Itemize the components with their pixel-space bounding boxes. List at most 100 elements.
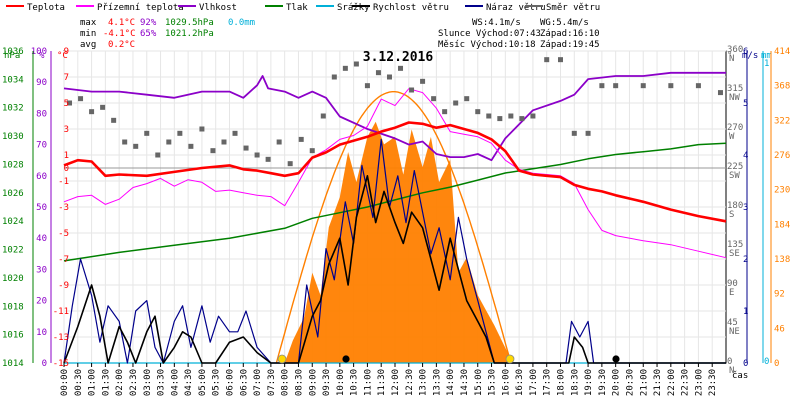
wind-direction-point (695, 83, 701, 89)
x-tick-label: 10:30 (350, 369, 360, 396)
stat-value: 65% (140, 29, 157, 39)
temp-tick: -15 (53, 359, 69, 369)
temp-tick: -7 (58, 255, 69, 265)
x-tick-label: 05:30 (212, 369, 222, 396)
stat-value: 1029.5hPa (165, 18, 214, 28)
deg-tick: 90 (727, 279, 738, 289)
wind-direction-point (544, 57, 550, 63)
wind-direction-point (210, 148, 216, 154)
deg-tick-compass: W (729, 132, 735, 142)
temp-tick: 7 (64, 73, 69, 83)
x-tick-label: 18:00 (557, 369, 567, 396)
wind-direction-point (89, 109, 95, 115)
x-tick-label: 07:00 (253, 369, 263, 396)
mm-tick: 1 (764, 59, 769, 69)
legend-label: Přízemní teplota (97, 3, 184, 13)
x-tick-label: 11:30 (377, 369, 387, 396)
x-axis-label: čas (732, 370, 748, 381)
wind-direction-point (398, 65, 404, 71)
x-tick-label: 21:00 (639, 369, 649, 396)
deg-tick: 0 (727, 357, 732, 367)
stat-value: 0.2°C (108, 40, 135, 50)
stat-value: -4.1°C (103, 29, 136, 39)
solar-tick: 0 (774, 359, 779, 369)
mm-tick: 0 (764, 357, 769, 367)
x-tick-label: 03:00 (143, 369, 153, 396)
legend-label: Směr větru (546, 3, 600, 13)
solar-tick: 322 (774, 116, 790, 126)
wind-direction-point (640, 83, 646, 89)
wind-gust-summary: WG:5.4m/s (540, 18, 589, 28)
axis-label-deg: ° (727, 51, 732, 61)
axes: hPa% °C1036103410321030102810261024102210… (2, 45, 790, 396)
wind-direction-point (497, 116, 503, 122)
pct-tick: 100 (31, 47, 47, 57)
wind-direction-point (442, 109, 448, 115)
wind-direction-point (188, 143, 194, 149)
pct-tick: 40 (36, 234, 47, 244)
x-tick-label: 13:30 (432, 369, 442, 396)
wind-direction-point (717, 90, 723, 96)
deg-tick-compass: SE (729, 249, 740, 259)
hpa-tick: 1020 (2, 274, 24, 284)
x-tick-label: 22:30 (681, 369, 691, 396)
wind-direction-point (342, 65, 348, 71)
wind-direction-point (67, 100, 73, 106)
wind-speed-line (63, 175, 726, 364)
hpa-tick: 1030 (2, 132, 24, 142)
wind-direction-point (431, 96, 437, 102)
x-tick-label: 06:00 (226, 369, 236, 396)
hpa-tick: 1034 (2, 75, 24, 85)
temp-tick: 5 (64, 99, 69, 109)
hpa-tick: 1032 (2, 104, 24, 114)
wind-direction-point (508, 113, 514, 119)
legend-label: Rychlost větru (373, 3, 449, 13)
wind-direction-point (320, 113, 326, 119)
wind-direction-point (613, 83, 619, 89)
deg-tick: 135 (727, 240, 743, 250)
deg-tick-compass: NE (729, 327, 740, 337)
temp-tick: -13 (53, 333, 69, 343)
wind-direction-point (177, 130, 183, 136)
ms-tick: 0 (743, 359, 748, 369)
wind-direction-point (287, 161, 293, 167)
sunset-marker (505, 354, 515, 364)
x-tick-label: 06:30 (239, 369, 249, 396)
solar-tick: 230 (774, 186, 790, 196)
x-tick-label: 05:00 (198, 369, 208, 396)
x-tick-label: 22:00 (667, 369, 677, 396)
wind-direction-point (364, 83, 370, 89)
temp-tick: 0 (64, 164, 69, 174)
wind-direction-point (375, 70, 381, 76)
ms-tick: 1 (743, 307, 748, 317)
wind-direction-point (571, 130, 577, 136)
moonrise-marker (342, 355, 350, 363)
x-tick-label: 01:00 (88, 369, 98, 396)
wind-direction-point (155, 152, 161, 158)
deg-tick: 45 (727, 318, 738, 328)
solar-tick: 276 (774, 151, 790, 161)
solar-tick: 46 (774, 324, 785, 334)
wind-direction-point (232, 130, 238, 136)
temp-tick: 9 (64, 47, 69, 57)
hpa-tick: 1022 (2, 246, 24, 256)
deg-tick: 225 (727, 162, 743, 172)
ms-tick: 3 (743, 203, 748, 213)
hpa-tick: 1018 (2, 302, 24, 312)
x-tick-label: 21:30 (653, 369, 663, 396)
x-tick-label: 08:00 (281, 369, 291, 396)
axis-label-mm: mm (761, 51, 772, 61)
stat-value: max (80, 18, 97, 28)
deg-tick-compass: N (729, 54, 734, 64)
deg-tick-compass: NW (729, 93, 740, 103)
wind-direction-point (530, 113, 536, 119)
hpa-tick: 1028 (2, 160, 24, 170)
wind-direction-point (599, 83, 605, 89)
legend-label: Tlak (286, 3, 308, 13)
stat-value: 4.1°C (108, 18, 135, 28)
temp-tick: -5 (58, 229, 69, 239)
solar-tick: 414 (774, 47, 790, 57)
x-tick-label: 09:00 (308, 369, 318, 396)
chart-title: 3.12.2016 (363, 50, 434, 65)
